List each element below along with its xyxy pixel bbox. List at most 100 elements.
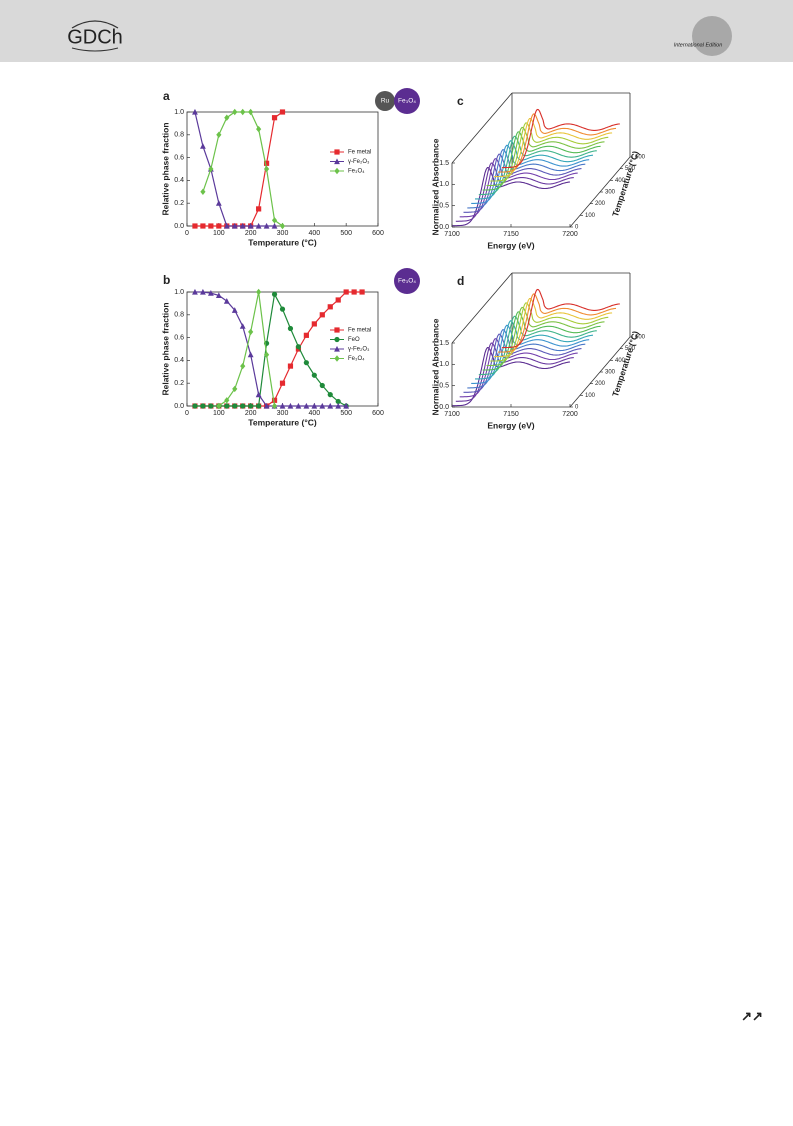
y-tick-label: 0.2 xyxy=(174,380,184,387)
series-line xyxy=(194,292,347,407)
z-tick-label: 600 xyxy=(635,335,646,341)
x-tick-label: 100 xyxy=(213,230,225,237)
x-tick-label: 7200 xyxy=(562,411,578,418)
marker xyxy=(248,108,254,116)
marker xyxy=(223,222,230,229)
marker xyxy=(327,304,333,310)
badge-label: Fe₃O₄ xyxy=(398,98,416,105)
spectrum xyxy=(486,126,605,187)
marker xyxy=(232,108,238,116)
marker xyxy=(311,372,317,378)
z-tick-label: 300 xyxy=(605,370,616,376)
badge xyxy=(394,88,420,114)
panel-label: c xyxy=(457,94,464,108)
marker xyxy=(334,158,340,165)
z-tick-label: 300 xyxy=(605,190,616,196)
marker xyxy=(215,200,222,206)
y-tick-label: 0.0 xyxy=(174,403,184,410)
y-tick-label: 0.4 xyxy=(174,357,184,364)
spectrum xyxy=(494,297,613,358)
y-tick-label: 0.0 xyxy=(174,223,184,230)
x-axis-label: Energy (eV) xyxy=(487,420,534,430)
series-line xyxy=(218,291,276,407)
y-tick-label: 0.0 xyxy=(439,404,449,411)
x-tick-label: 100 xyxy=(213,410,225,417)
marker xyxy=(239,323,246,329)
series-line xyxy=(194,111,283,227)
legend-label: Fe₃O₄ xyxy=(348,169,365,175)
marker xyxy=(192,403,198,409)
spectrum xyxy=(478,135,597,196)
edition-circle xyxy=(692,16,732,56)
y-tick-label: 1.0 xyxy=(439,361,449,368)
y-tick-label: 0.5 xyxy=(439,203,449,210)
x-tick-label: 7200 xyxy=(562,231,578,238)
footer-icon[interactable]: ↗↗ xyxy=(741,1008,763,1023)
marker xyxy=(240,403,246,409)
marker xyxy=(335,297,341,303)
marker xyxy=(263,165,270,173)
marker xyxy=(216,131,222,138)
marker xyxy=(303,402,310,409)
badge xyxy=(394,268,420,294)
marker xyxy=(232,385,238,393)
marker xyxy=(271,217,278,224)
series-line xyxy=(194,291,347,407)
marker xyxy=(319,312,325,318)
marker xyxy=(359,289,365,295)
logo: GDCh xyxy=(67,26,123,48)
y-tick-label: 0.8 xyxy=(174,132,184,139)
marker xyxy=(287,363,294,369)
y-tick-label: 0.2 xyxy=(174,200,184,207)
marker xyxy=(279,222,286,230)
x-tick-label: 7100 xyxy=(444,231,460,238)
z-tick-label: 600 xyxy=(635,155,646,161)
marker xyxy=(319,402,326,409)
z-tick-label: 500 xyxy=(625,346,636,352)
marker xyxy=(192,108,198,115)
edition: International Edition xyxy=(674,42,723,48)
spectrum xyxy=(486,306,605,367)
z-tick-label: 100 xyxy=(585,393,596,399)
marker xyxy=(271,115,278,121)
header-band xyxy=(0,0,793,62)
legend-label: γ-Fe₂O₃ xyxy=(348,159,370,165)
x-tick-label: 0 xyxy=(185,230,189,237)
box-edge xyxy=(451,272,513,344)
marker xyxy=(224,403,230,409)
y-axis-label: Normalized Absorbance xyxy=(430,138,440,235)
legend-label: Fe metal xyxy=(348,150,371,156)
marker xyxy=(207,290,214,296)
marker xyxy=(343,402,350,409)
marker xyxy=(240,108,246,116)
marker xyxy=(200,403,206,409)
marker xyxy=(256,288,262,296)
marker xyxy=(334,355,340,362)
marker xyxy=(231,222,238,229)
x-tick-label: 500 xyxy=(340,410,352,417)
marker xyxy=(224,114,230,121)
marker xyxy=(271,397,278,403)
y-tick-label: 0.6 xyxy=(174,334,184,341)
y-tick-label: 1.0 xyxy=(439,181,449,188)
marker xyxy=(279,306,286,312)
marker xyxy=(240,362,246,370)
spectrum xyxy=(471,324,590,384)
x-tick-label: 200 xyxy=(245,410,257,417)
series-line xyxy=(202,111,283,227)
y-tick-label: 0.8 xyxy=(174,312,184,319)
z-tick-label: 100 xyxy=(585,213,596,219)
z-tick-label: 200 xyxy=(595,381,606,387)
marker xyxy=(200,223,206,229)
x-tick-label: 300 xyxy=(277,230,289,237)
z-tick-label: 400 xyxy=(615,358,626,364)
marker xyxy=(343,289,349,295)
marker xyxy=(295,344,302,350)
marker xyxy=(247,351,254,358)
marker xyxy=(311,321,317,327)
marker xyxy=(232,403,238,409)
spectrum xyxy=(463,333,582,393)
legend-label: FeO xyxy=(348,337,360,343)
marker xyxy=(319,382,325,389)
y-tick-label: 0.6 xyxy=(174,154,184,161)
